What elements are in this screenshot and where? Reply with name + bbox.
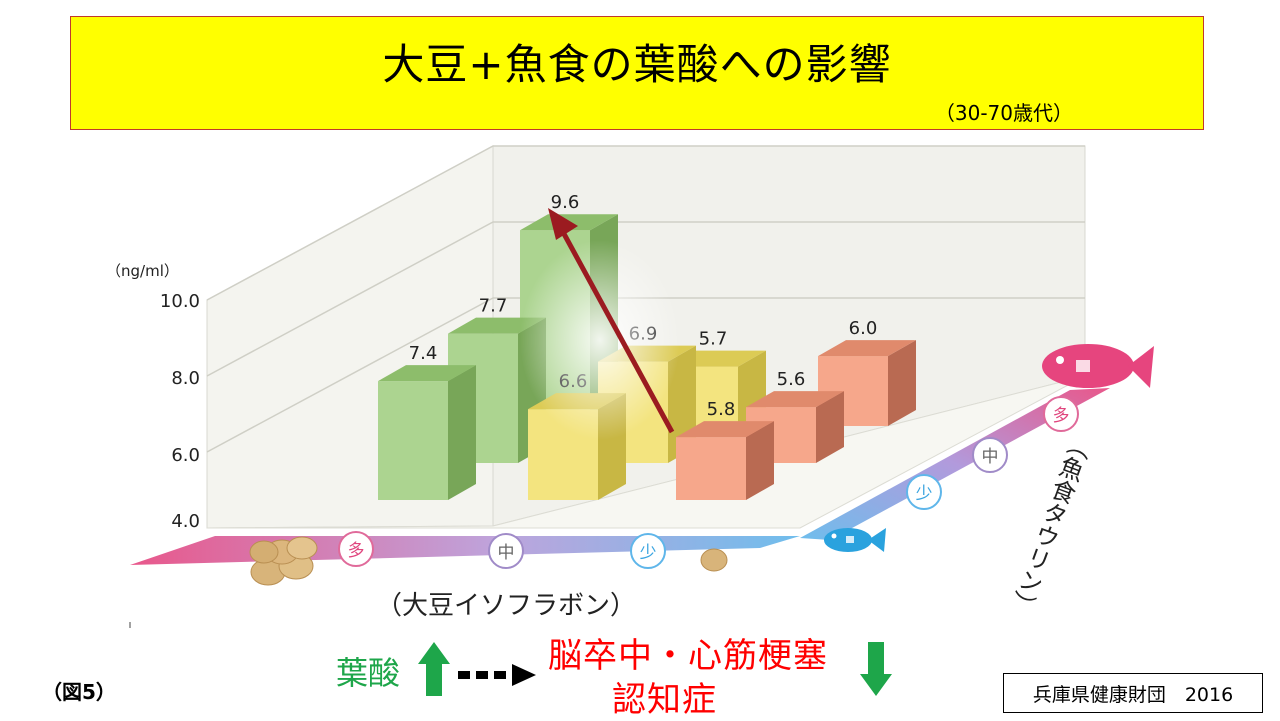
- bar-top: [818, 340, 916, 357]
- y-tick-label: 4.0: [171, 511, 200, 532]
- fish-icon: [1042, 344, 1154, 388]
- figure-label: （図5）: [42, 680, 116, 704]
- gridline: [206, 297, 1085, 453]
- svg-text:多: 多: [1053, 406, 1070, 426]
- bar: 5.8: [676, 399, 774, 500]
- svg-text:中: 中: [498, 543, 515, 563]
- dashed-arrow-icon: [458, 664, 536, 686]
- bar-front: [676, 437, 746, 500]
- page-subtitle: （30-70歳代）: [934, 101, 1073, 125]
- credit-text: 兵庫県健康財団 2016: [1032, 683, 1234, 706]
- bar-value-label: 5.7: [699, 329, 728, 350]
- bar-side: [448, 365, 476, 500]
- disease-line-2: 認知症: [612, 680, 717, 720]
- x-axis-ribbon: [130, 536, 800, 565]
- bar: 7.4: [378, 343, 476, 500]
- bar-top: [746, 391, 844, 408]
- bar-side: [746, 421, 774, 500]
- x-level-bubble: 多: [338, 531, 374, 567]
- credit-box: 兵庫県健康財団 2016: [1003, 673, 1263, 713]
- x-axis-label: （大豆イソフラボン）: [376, 591, 636, 621]
- z-level-bubble: 多: [1043, 396, 1079, 432]
- bar-top: [378, 365, 476, 382]
- folate-label: 葉酸: [336, 654, 401, 692]
- y-tick-label: 6.0: [171, 445, 200, 466]
- z-axis-ribbon: [800, 388, 1110, 540]
- x-level-bubble: 少: [630, 533, 666, 569]
- svg-text:少: 少: [640, 543, 657, 563]
- y-tick-label: 8.0: [171, 368, 200, 389]
- gridline: [206, 221, 1085, 377]
- soybean-icon: [700, 548, 728, 572]
- bar-value-label: 7.7: [479, 296, 508, 317]
- gridlines: [206, 145, 1085, 453]
- y-unit-label: （ng/ml）: [106, 262, 179, 280]
- bar-side: [888, 340, 916, 426]
- bar-value-label: 5.6: [777, 369, 806, 390]
- z-axis-label: （魚食タウリン）: [1003, 429, 1095, 619]
- bar: 5.6: [746, 369, 844, 463]
- x-level-bubble: 中: [488, 533, 524, 569]
- y-tick-label: 10.0: [160, 291, 200, 312]
- bar-front: [378, 381, 448, 500]
- bar-value-label: 7.4: [409, 343, 438, 364]
- z-level-bubble: 少: [906, 474, 942, 510]
- disease-down-arrow-icon: [860, 642, 892, 696]
- svg-text:少: 少: [916, 484, 933, 504]
- bar-top: [676, 421, 774, 438]
- folate-up-arrow-icon: [418, 642, 450, 696]
- bar-value-label: 6.0: [849, 318, 878, 339]
- page-title: 大豆+魚食の葉酸への影響: [382, 40, 892, 89]
- svg-text:中: 中: [982, 447, 999, 467]
- z-level-bubble: 中: [972, 437, 1008, 473]
- disease-line-1: 脳卒中・心筋梗塞: [548, 636, 828, 676]
- title-banner: 大豆+魚食の葉酸への影響 （30-70歳代）: [70, 16, 1204, 130]
- gridline: [206, 145, 1085, 301]
- bar-value-label: 5.8: [707, 399, 736, 420]
- bar-value-label: 9.6: [551, 192, 580, 213]
- soybeans-icon: [249, 536, 318, 586]
- svg-text:多: 多: [348, 541, 365, 561]
- fish-icon: [824, 528, 886, 552]
- trend-arrow: [520, 208, 680, 440]
- bar-side: [816, 391, 844, 463]
